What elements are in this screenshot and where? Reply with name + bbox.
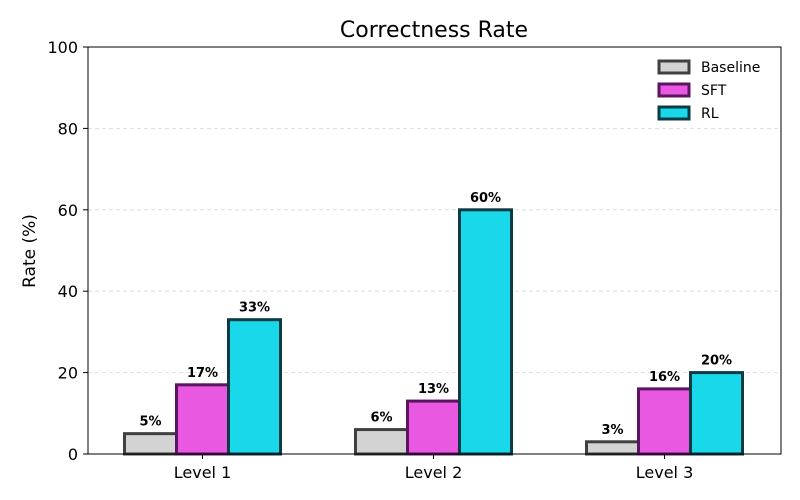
bar-sft-2 [406,399,461,456]
data-label: 33% [239,301,270,316]
y-axis-label: Rate (%) [20,214,40,288]
legend-swatch-baseline [657,59,691,75]
data-label: 16% [649,370,680,385]
bar-baseline-3 [585,440,640,456]
bar-sft-1 [175,383,230,456]
data-label: 13% [418,382,449,397]
data-label: 6% [370,411,392,426]
x-tick-label: Level 2 [405,463,463,482]
data-label: 3% [601,423,623,438]
bar-rl-2 [458,208,513,456]
bar-rl-1 [227,318,282,456]
bars [123,208,744,456]
data-label: 60% [470,191,501,206]
plot-frame [87,46,782,455]
bar-sft-3 [637,387,692,456]
y-tick-label: 60 [58,201,78,220]
grid-lines [88,127,781,374]
data-label: 5% [139,415,161,430]
bar-baseline-1 [123,432,178,456]
y-tick-label: 80 [58,119,78,138]
legend-label-rl: RL [701,106,719,122]
y-tick-label: 20 [58,364,78,383]
x-tick-label: Level 1 [174,463,232,482]
data-label: 20% [701,354,732,369]
y-tick-label: 40 [58,282,78,301]
data-labels: 5% 17% 33% 6% 13% 60% 3% 16% 20% [139,191,732,438]
legend-label-sft: SFT [701,83,727,99]
bar-baseline-2 [354,428,409,456]
legend-swatch-sft [657,82,691,98]
y-tick-label: 100 [47,38,78,57]
bar-rl-3 [689,371,744,456]
chart-title: Correctness Rate [340,18,528,43]
y-tick-label: 0 [68,445,78,464]
legend-label-baseline: Baseline [701,60,760,76]
legend: Baseline SFT RL [657,59,760,122]
axes: 0 20 40 60 80 100 Level 1 Level 2 Level 3 [47,38,782,482]
x-tick-label: Level 3 [636,463,694,482]
data-label: 17% [187,366,218,381]
legend-swatch-rl [657,105,691,121]
